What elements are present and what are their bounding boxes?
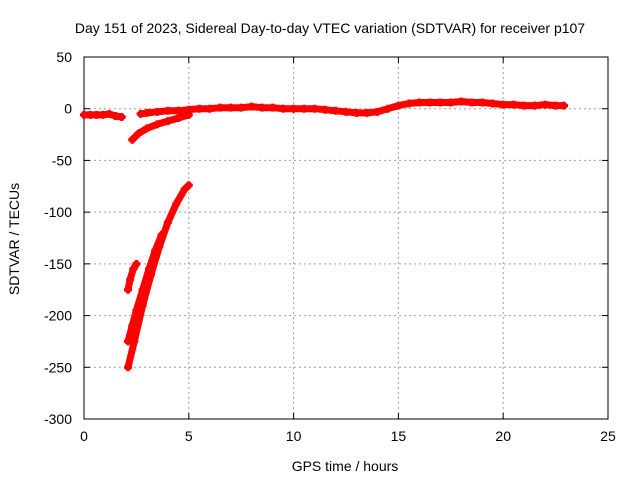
y-tick-label: 50 — [56, 49, 72, 65]
y-tick-label: -100 — [44, 204, 72, 220]
data-point — [195, 104, 204, 113]
data-series — [80, 97, 568, 372]
data-point — [488, 99, 497, 108]
data-point — [184, 181, 193, 190]
data-point — [153, 107, 162, 116]
data-point — [342, 107, 350, 116]
y-tick-label: -50 — [52, 152, 72, 168]
data-point — [415, 98, 424, 107]
data-point — [310, 104, 319, 113]
data-point — [289, 104, 298, 113]
data-point — [268, 103, 277, 112]
y-tick-label: -250 — [44, 359, 72, 375]
y-tick-label: -200 — [44, 308, 72, 324]
data-point — [134, 129, 143, 138]
x-tick-label: 15 — [391, 428, 407, 444]
data-point — [174, 106, 183, 115]
data-point — [157, 230, 166, 239]
data-point — [151, 246, 160, 255]
x-tick-label: 20 — [495, 428, 511, 444]
data-point — [520, 101, 529, 110]
data-point — [499, 100, 508, 109]
data-point — [457, 97, 466, 106]
data-point — [172, 199, 181, 208]
data-point — [247, 102, 256, 111]
data-point — [142, 108, 151, 117]
data-point — [352, 108, 361, 117]
data-point — [163, 106, 172, 115]
chart-title: Day 151 of 2023, Sidereal Day-to-day VTE… — [75, 20, 585, 36]
y-tick-label: 0 — [64, 101, 72, 117]
data-point — [153, 120, 162, 129]
data-point — [205, 104, 214, 113]
data-point — [404, 99, 413, 108]
data-point — [184, 110, 193, 119]
data-point — [174, 114, 183, 123]
data-point — [128, 135, 137, 144]
y-tick-label: -150 — [44, 256, 72, 272]
data-point — [129, 265, 138, 274]
data-point — [128, 321, 137, 330]
data-point — [331, 106, 340, 115]
data-point — [226, 103, 235, 112]
series-line-5 — [124, 260, 140, 294]
data-point — [373, 107, 382, 116]
data-point — [436, 98, 445, 107]
data-point — [425, 98, 434, 107]
data-point — [124, 285, 133, 294]
data-point — [216, 103, 225, 112]
data-point — [467, 98, 476, 107]
data-point — [138, 285, 147, 294]
data-point — [551, 101, 560, 110]
data-point — [383, 104, 392, 113]
data-point — [163, 117, 172, 126]
data-point — [163, 218, 172, 227]
x-tick-label: 5 — [185, 428, 193, 444]
x-axis-label: GPS time / hours — [292, 458, 399, 474]
data-point — [126, 275, 135, 284]
data-point — [132, 259, 141, 268]
data-point — [559, 101, 568, 110]
data-point — [362, 108, 371, 117]
data-point — [446, 98, 455, 107]
data-point — [124, 337, 133, 346]
data-point — [105, 109, 114, 118]
data-point — [541, 100, 550, 109]
data-point — [142, 124, 151, 133]
x-tick-label: 25 — [600, 428, 616, 444]
y-tick-label: -300 — [44, 411, 72, 427]
data-point — [258, 103, 267, 112]
x-tick-label: 10 — [286, 428, 302, 444]
data-point — [279, 104, 288, 113]
data-point — [478, 98, 487, 107]
data-point — [509, 100, 518, 109]
data-point — [180, 185, 189, 194]
data-point — [394, 101, 403, 110]
data-point — [144, 265, 153, 274]
axis-ticks: 0 5 10 15 20 25 -300 -250 -200 -150 -100 -50 0 50 — [44, 49, 616, 444]
x-tick-label: 0 — [80, 428, 88, 444]
data-point — [132, 306, 141, 315]
data-point — [530, 101, 539, 110]
y-axis-label: SDTVAR / TECUs — [6, 183, 22, 295]
plot-frame — [83, 56, 609, 420]
data-point — [321, 105, 330, 114]
grid-lines — [84, 57, 608, 419]
data-point — [117, 112, 126, 121]
data-point — [300, 104, 309, 113]
data-point — [237, 103, 246, 112]
data-point — [124, 363, 133, 372]
